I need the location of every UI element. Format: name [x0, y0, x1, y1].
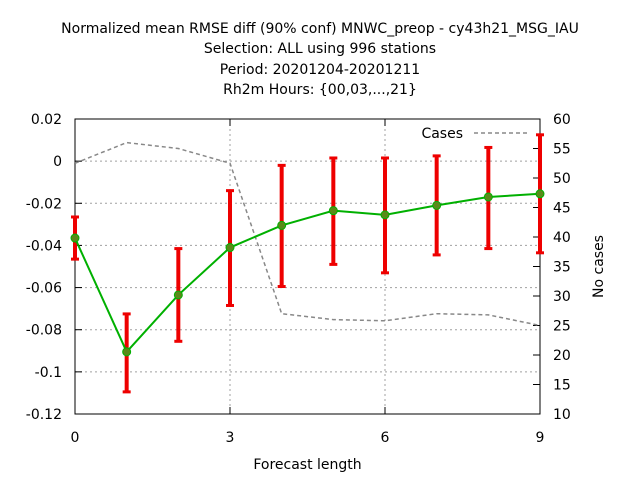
chart-title-line-4: Rh2m Hours: {00,03,...,21}	[223, 82, 417, 98]
y-tick-label: -0.12	[26, 407, 62, 423]
y-tick-label: 0.02	[31, 112, 62, 128]
data-point	[225, 243, 235, 253]
y2-tick-label: 20	[553, 348, 571, 364]
x-tick-label: 3	[226, 430, 235, 446]
chart-title-line-2: Selection: ALL using 996 stations	[203, 41, 437, 57]
chart-title-line-1: Normalized mean RMSE diff (90% conf) MNW…	[61, 21, 579, 37]
data-point	[277, 220, 287, 230]
y2-tick-label: 15	[553, 378, 571, 394]
rmse-diff-line	[74, 192, 541, 354]
y2-tick-label: 50	[553, 171, 571, 187]
y2-tick-label: 25	[553, 319, 571, 335]
data-point	[173, 290, 183, 300]
cases-line	[74, 141, 541, 327]
y2-tick-label: 30	[553, 289, 571, 305]
x-axis-label: Forecast length	[253, 457, 361, 473]
y2-tick-label: 45	[553, 201, 571, 217]
data-point	[328, 206, 338, 216]
y-tick-label: -0.1	[35, 365, 62, 381]
chart-title-line-3: Period: 20201204-20201211	[219, 62, 421, 78]
x-tick-label: 9	[536, 430, 545, 446]
y2-tick-label: 40	[553, 230, 571, 246]
y-tick-label: -0.06	[26, 281, 62, 297]
y2-tick-label: 55	[553, 142, 571, 158]
x-tick-label: 0	[71, 430, 80, 446]
data-point	[483, 192, 493, 202]
y-tick-label: -0.02	[26, 196, 62, 212]
data-point	[380, 210, 390, 220]
data-point	[122, 347, 132, 357]
data-point	[535, 189, 545, 199]
y2-axis-label: No cases	[591, 235, 607, 298]
data-point	[70, 233, 80, 243]
y2-tick-label: 60	[553, 112, 571, 128]
y-tick-label: -0.04	[26, 238, 62, 254]
x-tick-label: 6	[381, 430, 390, 446]
y-tick-label: -0.08	[26, 323, 62, 339]
y-tick-label: 0	[53, 154, 62, 170]
y2-tick-label: 35	[553, 260, 571, 276]
legend-label-cases: Cases	[421, 126, 463, 142]
plot-frame	[74, 118, 541, 415]
y2-tick-label: 10	[553, 407, 571, 423]
data-point	[432, 200, 442, 210]
